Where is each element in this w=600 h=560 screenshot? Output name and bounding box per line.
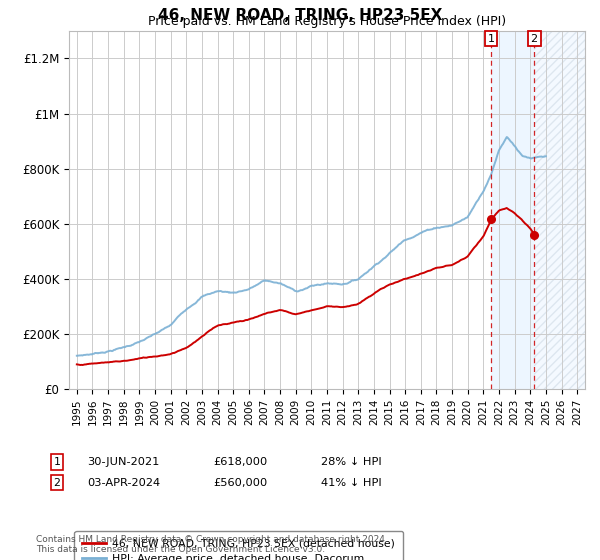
Text: 41% ↓ HPI: 41% ↓ HPI xyxy=(321,478,382,488)
Text: 30-JUN-2021: 30-JUN-2021 xyxy=(87,457,160,467)
Bar xyxy=(534,31,585,389)
Text: 1: 1 xyxy=(53,457,61,467)
Text: Contains HM Land Registry data © Crown copyright and database right 2024.
This d: Contains HM Land Registry data © Crown c… xyxy=(36,535,388,554)
Text: 46, NEW ROAD, TRING, HP23 5EX: 46, NEW ROAD, TRING, HP23 5EX xyxy=(158,8,442,24)
Text: £618,000: £618,000 xyxy=(213,457,267,467)
Text: 2: 2 xyxy=(53,478,61,488)
Text: 1: 1 xyxy=(488,34,494,44)
Text: £560,000: £560,000 xyxy=(213,478,267,488)
Text: 2: 2 xyxy=(530,34,538,44)
Text: 03-APR-2024: 03-APR-2024 xyxy=(87,478,160,488)
Text: 28% ↓ HPI: 28% ↓ HPI xyxy=(321,457,382,467)
Legend: 46, NEW ROAD, TRING, HP23 5EX (detached house), HPI: Average price, detached hou: 46, NEW ROAD, TRING, HP23 5EX (detached … xyxy=(74,531,403,560)
Title: Price paid vs. HM Land Registry's House Price Index (HPI): Price paid vs. HM Land Registry's House … xyxy=(148,15,506,28)
Bar xyxy=(491,31,534,389)
